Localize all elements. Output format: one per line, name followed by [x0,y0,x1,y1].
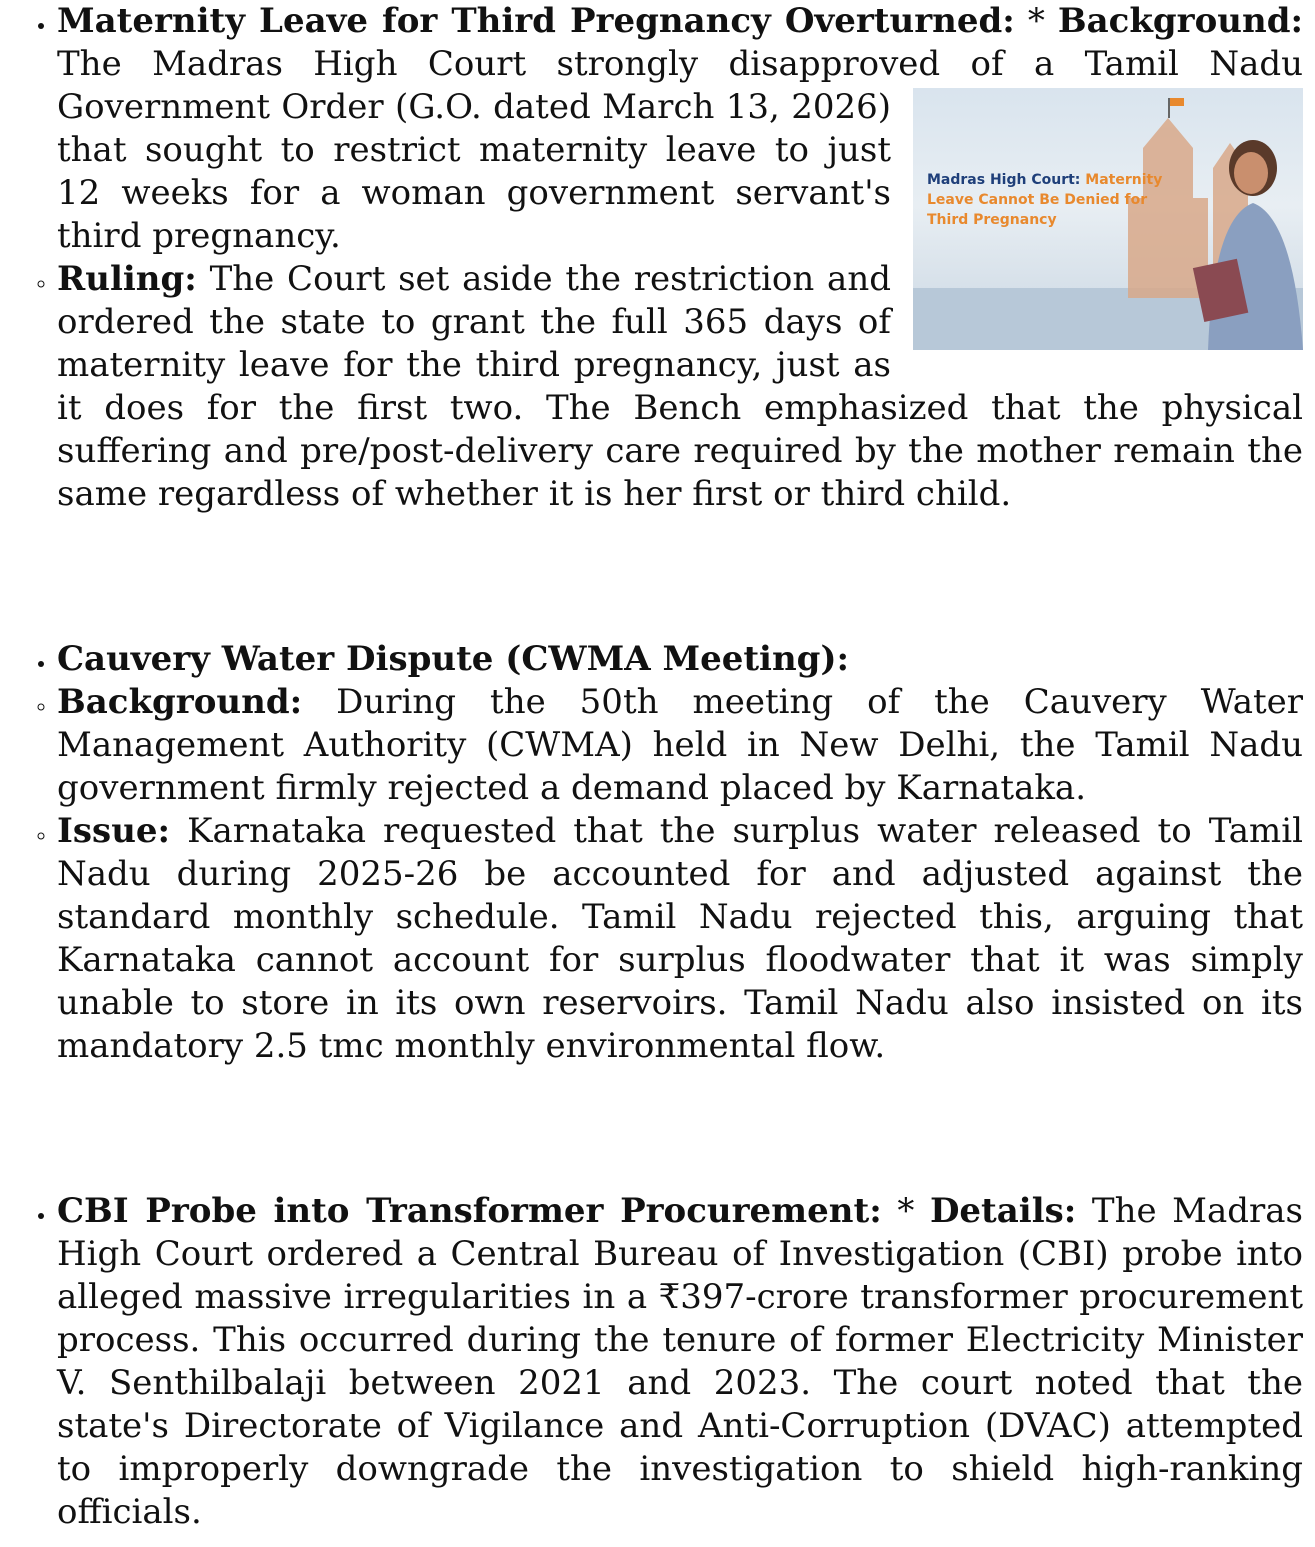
body: {"sections":[ {"title":"Maternity Leave … [0,0,1315,1547]
sub-item: Background: During the 50th meeting of t… [57,681,1303,810]
sub-item: Issue: Karnataka requested that the surp… [57,810,1303,1068]
caption-bold: Madras High Court: [927,172,1080,188]
image-caption: Madras High Court: Maternity Leave Canno… [927,170,1177,230]
lead-text: The Madras High Court ordered a Central … [57,1191,1303,1532]
lead-label: Background: [1058,1,1303,41]
item-label: Issue: [57,811,170,851]
section-list: Madras High Court: Maternity Leave Canno… [0,0,1303,516]
item-text: Karnataka requested that the surplus wat… [57,811,1303,1066]
section-list: Cauvery Water Dispute (CWMA Meeting): Ba… [0,638,1303,1068]
item-label: Background: [57,682,302,722]
section-title: Maternity Leave for Third Pregnancy Over… [57,1,1015,41]
marker: * [897,1191,914,1231]
news-image: Madras High Court: Maternity Leave Canno… [913,88,1303,350]
section-title: Cauvery Water Dispute (CWMA Meeting): [57,639,849,679]
marker: * [1028,1,1045,41]
item-label: Ruling: [57,259,197,299]
section: Madras High Court: Maternity Leave Canno… [57,0,1303,258]
section: CBI Probe into Transformer Procurement: … [57,1190,1303,1534]
section: Cauvery Water Dispute (CWMA Meeting): [57,638,1303,681]
section-title: CBI Probe into Transformer Procurement: [57,1191,882,1231]
document: Madras High Court: Maternity Leave Canno… [0,0,1315,1534]
page: Document html, body { margin: 0; padding… [0,0,1315,1547]
section-list: CBI Probe into Transformer Procurement: … [0,1190,1303,1534]
lead-label: Details: [930,1191,1076,1231]
